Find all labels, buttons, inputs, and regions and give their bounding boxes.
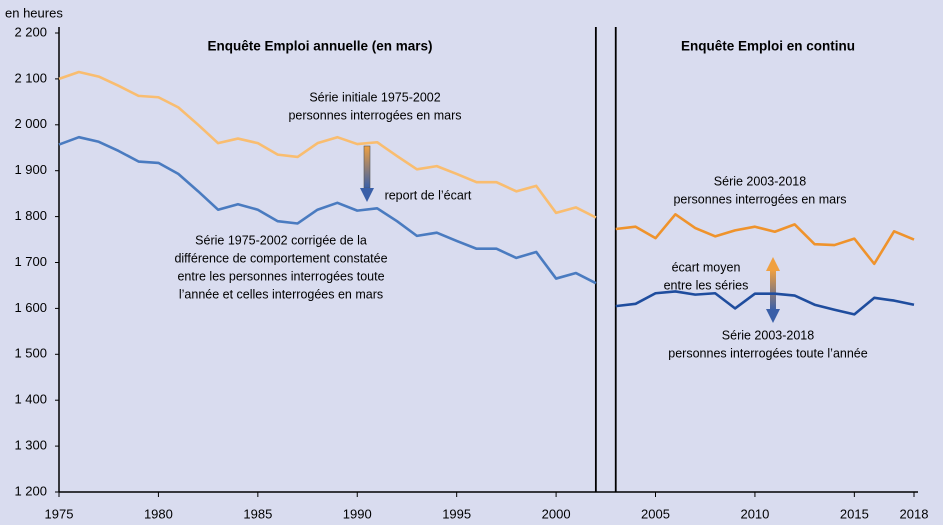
annotation: personnes interrogées toute l’année — [668, 346, 867, 360]
y-unit: en heures — [5, 5, 63, 20]
annotation: personnes interrogées en mars — [288, 108, 461, 122]
y-tick-label: 2 200 — [14, 24, 47, 39]
annotation: l’année et celles interrogées en mars — [179, 287, 383, 301]
x-tick-label: 1995 — [442, 506, 471, 521]
arrow — [360, 188, 374, 202]
annotation: entre les séries — [664, 278, 749, 292]
annotation: Série 2003-2018 — [722, 328, 814, 342]
y-tick-label: 1 700 — [14, 254, 47, 269]
arrow — [766, 309, 780, 323]
x-tick-label: 1980 — [144, 506, 173, 521]
section-title: Enquête Emploi en continu — [681, 39, 855, 54]
series-line — [615, 290, 915, 316]
y-tick-label: 2 100 — [14, 70, 47, 85]
series-line — [58, 135, 597, 285]
arrow — [766, 257, 780, 271]
series-line — [615, 213, 915, 266]
x-tick-label: 2015 — [840, 506, 869, 521]
y-tick-label: 1 200 — [14, 483, 47, 498]
y-tick-label: 1 400 — [14, 392, 47, 407]
annotation: report de l’écart — [385, 188, 472, 202]
annotation: Série 1975-2002 corrigée de la — [195, 233, 367, 247]
annotation: écart moyen — [672, 260, 741, 274]
annotation: personnes interrogées en mars — [673, 192, 846, 206]
y-tick-label: 1 600 — [14, 300, 47, 315]
x-tick-label: 1990 — [343, 506, 372, 521]
series-line — [58, 70, 597, 219]
x-tick-label: 2018 — [900, 506, 929, 521]
y-tick-label: 1 500 — [14, 346, 47, 361]
annotation: Série 2003-2018 — [714, 174, 806, 188]
x-tick-label: 2010 — [740, 506, 769, 521]
arrow — [363, 145, 371, 189]
y-tick-label: 1 800 — [14, 208, 47, 223]
section-title: Enquête Emploi annuelle (en mars) — [207, 39, 432, 54]
x-tick-label: 2005 — [641, 506, 670, 521]
x-tick-label: 1985 — [243, 506, 272, 521]
x-tick-label: 1975 — [45, 506, 74, 521]
y-tick-label: 1 900 — [14, 162, 47, 177]
y-tick-label: 2 000 — [14, 116, 47, 131]
annotation: différence de comportement constatée — [174, 251, 387, 265]
annotation: Série initiale 1975-2002 — [309, 90, 440, 104]
annotation: entre les personnes interrogées toute — [177, 269, 384, 283]
x-tick-label: 2000 — [542, 506, 571, 521]
y-tick-label: 1 300 — [14, 438, 47, 453]
arrow — [770, 270, 776, 310]
